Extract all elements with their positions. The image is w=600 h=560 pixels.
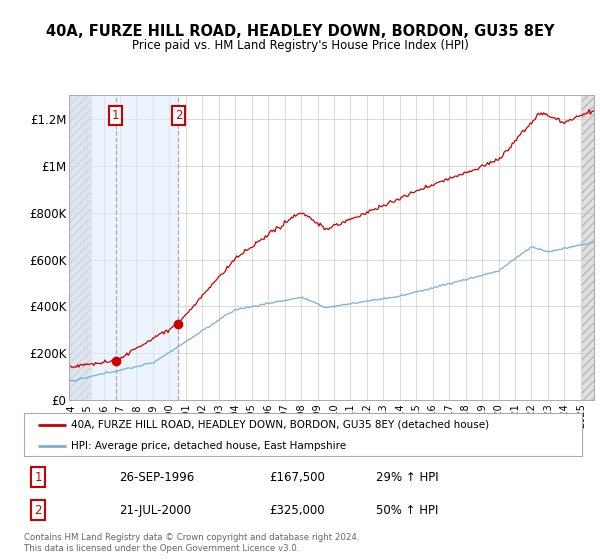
Text: 40A, FURZE HILL ROAD, HEADLEY DOWN, BORDON, GU35 8EY (detached house): 40A, FURZE HILL ROAD, HEADLEY DOWN, BORD… xyxy=(71,420,490,430)
Text: 1: 1 xyxy=(34,471,42,484)
Text: Price paid vs. HM Land Registry's House Price Index (HPI): Price paid vs. HM Land Registry's House … xyxy=(131,39,469,52)
Bar xyxy=(69,95,178,400)
Text: 29% ↑ HPI: 29% ↑ HPI xyxy=(376,471,438,484)
Text: 40A, FURZE HILL ROAD, HEADLEY DOWN, BORDON, GU35 8EY: 40A, FURZE HILL ROAD, HEADLEY DOWN, BORD… xyxy=(46,24,554,39)
Text: 50% ↑ HPI: 50% ↑ HPI xyxy=(376,503,438,516)
Text: 2: 2 xyxy=(175,109,182,122)
Text: £325,000: £325,000 xyxy=(269,503,325,516)
Text: £167,500: £167,500 xyxy=(269,471,325,484)
Text: 21-JUL-2000: 21-JUL-2000 xyxy=(119,503,191,516)
Bar xyxy=(583,95,597,400)
Bar xyxy=(69,95,91,400)
Bar xyxy=(583,95,597,400)
Text: 26-SEP-1996: 26-SEP-1996 xyxy=(119,471,194,484)
Text: Contains HM Land Registry data © Crown copyright and database right 2024.
This d: Contains HM Land Registry data © Crown c… xyxy=(24,533,359,553)
Text: HPI: Average price, detached house, East Hampshire: HPI: Average price, detached house, East… xyxy=(71,441,347,451)
Bar xyxy=(69,95,91,400)
Text: 1: 1 xyxy=(112,109,119,122)
Text: 2: 2 xyxy=(34,503,42,516)
